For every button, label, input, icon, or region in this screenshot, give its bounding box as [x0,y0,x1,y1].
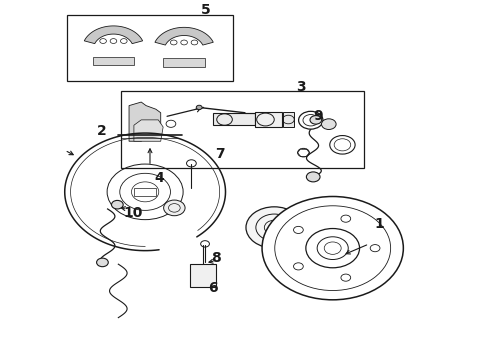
Text: 4: 4 [155,171,165,185]
Circle shape [310,116,322,124]
Text: 9: 9 [313,109,323,123]
Bar [121,91,365,168]
Circle shape [262,197,403,300]
Text: 5: 5 [201,3,211,17]
Polygon shape [129,102,161,141]
Circle shape [298,111,323,129]
Text: 2: 2 [97,123,106,138]
Bar [191,264,216,287]
Bar [163,58,205,67]
Bar [134,188,156,196]
Polygon shape [155,27,213,45]
Circle shape [97,258,108,267]
Bar [255,112,282,127]
Text: 3: 3 [296,80,306,94]
Text: 8: 8 [211,251,220,265]
Circle shape [321,119,336,130]
Bar [93,57,134,65]
Bar [67,15,233,81]
Text: 1: 1 [374,217,384,231]
Circle shape [330,136,355,154]
Polygon shape [134,120,163,141]
Text: 6: 6 [209,281,218,295]
Bar [283,112,294,127]
Text: 10: 10 [123,206,143,220]
Circle shape [164,200,185,216]
Circle shape [246,207,302,248]
Circle shape [112,201,123,209]
Circle shape [196,105,202,109]
Circle shape [306,172,320,182]
Bar [213,113,255,125]
Polygon shape [84,26,143,44]
Text: 7: 7 [215,147,224,161]
